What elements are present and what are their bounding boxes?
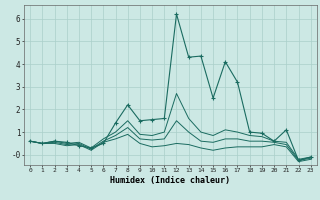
X-axis label: Humidex (Indice chaleur): Humidex (Indice chaleur) xyxy=(110,176,230,185)
